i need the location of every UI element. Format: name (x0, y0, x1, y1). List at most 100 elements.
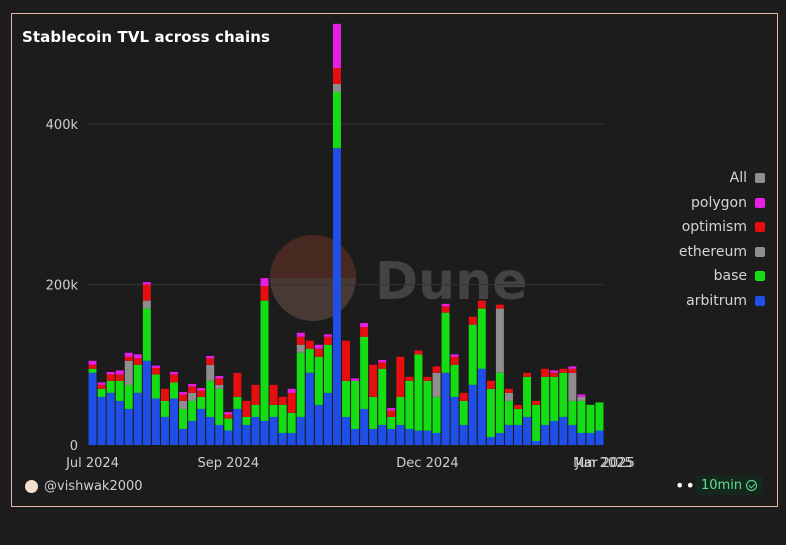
bar-segment-optimism (441, 306, 450, 313)
refresh-badge[interactable]: 10min (695, 475, 764, 495)
legend-item-optimism[interactable]: optimism (679, 215, 765, 240)
bar-segment-optimism (387, 410, 396, 417)
bar-segment-optimism (514, 404, 522, 409)
bar-segment-arbitrum (495, 432, 504, 445)
bar-segment-base (459, 400, 468, 425)
bar-segment-ethereum (188, 392, 197, 401)
bar-segment-arbitrum (151, 398, 160, 445)
legend-item-ethereum[interactable]: ethereum (679, 240, 765, 265)
bar-segment-base (323, 344, 332, 393)
bar-segment-arbitrum (342, 416, 350, 445)
bar-segment-optimism (115, 374, 124, 381)
bar-segment-base (106, 380, 115, 393)
bar-segment-optimism (568, 368, 577, 373)
bar-segment-ethereum (495, 308, 504, 373)
bar-segment-polygon (287, 388, 296, 393)
legend-label: arbitrum (686, 292, 747, 309)
bar-segment-arbitrum (450, 396, 459, 445)
bar-segment-arbitrum (133, 392, 142, 445)
bar-segment-base (115, 380, 124, 401)
bar-segment-arbitrum (170, 398, 178, 445)
bar-segment-arbitrum (559, 416, 568, 445)
bar-segment-optimism (468, 316, 477, 325)
bar-segment-polygon (197, 388, 206, 391)
bar-segment-base (224, 418, 233, 431)
bar-segment-arbitrum (296, 416, 305, 445)
bar-segment-arbitrum (251, 416, 260, 445)
bar-segment-optimism (278, 396, 287, 405)
bar-segment-base (197, 396, 206, 409)
y-tick-label: 400k (46, 118, 79, 133)
bar-segment-base (432, 396, 441, 433)
bar-segment-base (387, 416, 396, 429)
bar-segment-base (188, 400, 197, 421)
bar-segment-optimism (332, 67, 341, 85)
bar-segment-polygon (450, 354, 459, 357)
bar-segment-base (423, 380, 432, 431)
x-tick-label: Mar 2025 (573, 456, 635, 471)
legend-label: ethereum (678, 243, 747, 260)
bar-segment-polygon (97, 382, 106, 385)
bar-segment-optimism (97, 384, 106, 389)
bar-segment-arbitrum (351, 428, 360, 445)
bar-segment-optimism (342, 340, 350, 381)
bar-segment-optimism (188, 386, 197, 393)
bar-segment-optimism (504, 388, 513, 393)
bar-segment-optimism (396, 356, 405, 397)
bars (88, 23, 604, 445)
bar-segment-base (369, 396, 378, 429)
bar-segment-arbitrum (459, 424, 468, 445)
bar-segment-arbitrum (423, 430, 432, 445)
legend-label: All (729, 170, 747, 187)
bar-segment-base (88, 368, 97, 373)
bar-segment-polygon (323, 334, 332, 337)
bar-segment-optimism (170, 374, 178, 383)
bar-segment-polygon (224, 412, 233, 415)
bar-segment-arbitrum (206, 416, 215, 445)
bar-segment-polygon (188, 384, 197, 387)
author-link[interactable]: @vishwak2000 (25, 479, 143, 494)
bar-segment-base (314, 356, 323, 405)
bar-segment-optimism (360, 327, 369, 337)
bar-segment-optimism (224, 414, 233, 419)
bar-segment-ethereum (432, 372, 441, 397)
legend-item-polygon[interactable]: polygon (679, 191, 765, 216)
legend-swatch (755, 197, 765, 208)
bar-segment-arbitrum (260, 420, 269, 445)
bar-segment-polygon (360, 323, 369, 328)
legend-item-all[interactable]: All (679, 166, 765, 191)
bar-segment-base (577, 400, 586, 433)
legend-swatch (755, 222, 765, 233)
gridlines (88, 123, 604, 286)
bar-segment-polygon (260, 278, 269, 287)
bar-segment-arbitrum (532, 440, 541, 445)
bar-segment-polygon (296, 332, 305, 337)
chart-card: Stablecoin TVL across chains Dune 0 200k 4… (11, 13, 778, 507)
bar-segment-base (160, 400, 169, 417)
bar-segment-arbitrum (477, 368, 486, 445)
bar-segment-base (504, 400, 513, 425)
bar-segment-base (559, 372, 568, 417)
bar-segment-optimism (559, 368, 568, 373)
bar-segment-arbitrum (387, 428, 396, 445)
bar-segment-optimism (486, 380, 495, 389)
legend-item-arbitrum[interactable]: arbitrum (679, 289, 765, 314)
legend-label: base (713, 268, 747, 285)
bar-segment-arbitrum (541, 424, 550, 445)
bar-segment-arbitrum (523, 416, 532, 445)
bar-segment-ethereum (124, 360, 133, 385)
bar-segment-polygon (332, 23, 341, 68)
bar-segment-base (278, 404, 287, 433)
bar-segment-polygon (115, 370, 124, 375)
bar-segment-arbitrum (106, 392, 115, 445)
bar-segment-polygon (215, 376, 224, 379)
bar-segment-arbitrum (287, 432, 296, 445)
x-tick-label: Sep 2024 (197, 456, 259, 471)
bar-segment-base (477, 308, 486, 369)
bar-segment-optimism (378, 362, 387, 369)
legend-item-base[interactable]: base (679, 264, 765, 289)
bar-segment-arbitrum (514, 424, 522, 445)
bar-segment-polygon (206, 355, 215, 359)
bar-segment-polygon (441, 303, 450, 307)
bar-segment-optimism (142, 284, 151, 301)
